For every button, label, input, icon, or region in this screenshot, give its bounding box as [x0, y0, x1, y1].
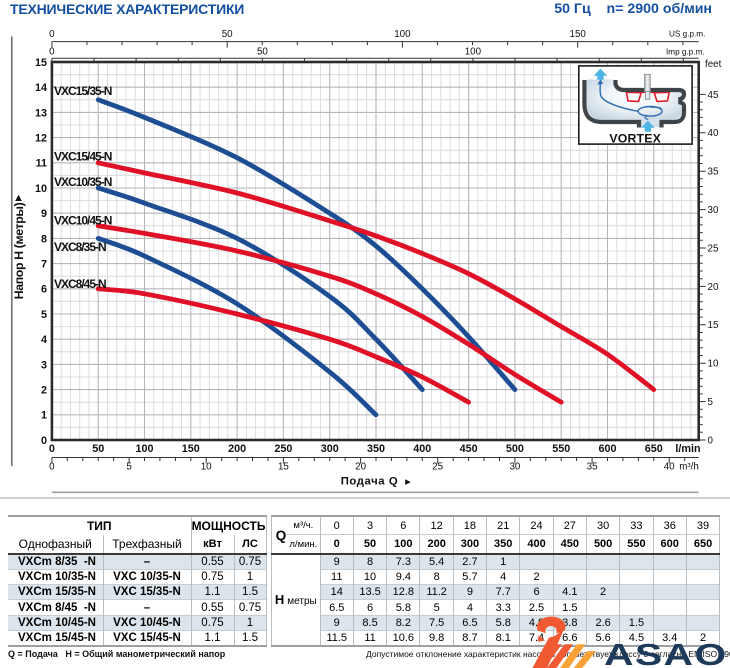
svg-text:2: 2: [41, 385, 47, 397]
svg-text:5: 5: [41, 309, 47, 321]
svg-text:35: 35: [708, 167, 719, 178]
svg-text:US g.p.m.: US g.p.m.: [669, 30, 705, 39]
svg-text:Подача Q: Подача Q: [341, 476, 399, 488]
svg-text:13: 13: [35, 107, 47, 119]
svg-text:4: 4: [41, 334, 47, 346]
svg-text:600: 600: [598, 443, 616, 455]
svg-text:0: 0: [49, 443, 55, 455]
svg-text:200: 200: [228, 443, 246, 455]
svg-text:20: 20: [708, 282, 719, 293]
svg-text:25: 25: [432, 461, 443, 472]
svg-text:15: 15: [35, 57, 47, 69]
svg-text:VXC8/35-N: VXC8/35-N: [54, 240, 106, 254]
svg-text:450: 450: [460, 443, 478, 455]
svg-text:100: 100: [394, 29, 411, 40]
svg-text:7: 7: [41, 259, 47, 271]
svg-text:650: 650: [645, 443, 663, 455]
svg-text:feet: feet: [705, 59, 722, 70]
svg-text:30: 30: [708, 205, 719, 216]
svg-text:10: 10: [201, 461, 212, 472]
svg-text:5: 5: [126, 461, 132, 472]
svg-text:l/min: l/min: [675, 443, 700, 455]
svg-text:VORTEX: VORTEX: [609, 131, 661, 145]
svg-text:3: 3: [41, 359, 47, 371]
svg-text:40: 40: [664, 461, 675, 472]
svg-text:150: 150: [570, 29, 587, 40]
svg-text:Напор H (метры): Напор H (метры): [12, 202, 26, 299]
svg-text:11: 11: [36, 158, 47, 170]
svg-text:VXC10/35-N: VXC10/35-N: [54, 175, 112, 189]
svg-text:50: 50: [222, 29, 233, 40]
svg-text:5: 5: [708, 397, 714, 408]
svg-text:300: 300: [321, 443, 339, 455]
svg-text:30: 30: [509, 461, 520, 472]
svg-text:35: 35: [587, 461, 598, 472]
svg-text:VXC15/45-N: VXC15/45-N: [54, 149, 112, 163]
svg-text:500: 500: [506, 443, 524, 455]
svg-text:m³/h: m³/h: [679, 461, 699, 472]
svg-text:25: 25: [708, 243, 719, 254]
svg-text:150: 150: [182, 443, 200, 455]
svg-text:550: 550: [552, 443, 570, 455]
svg-text:45: 45: [708, 90, 719, 101]
svg-text:8: 8: [41, 233, 47, 245]
svg-text:6: 6: [41, 284, 47, 296]
svg-text:9: 9: [41, 208, 47, 220]
svg-text:15: 15: [708, 320, 719, 331]
svg-text:0: 0: [49, 461, 55, 472]
svg-text:14: 14: [35, 82, 47, 94]
svg-text:50: 50: [257, 47, 268, 58]
svg-text:10: 10: [708, 359, 719, 370]
svg-text:10: 10: [35, 183, 47, 195]
svg-text:400: 400: [413, 443, 431, 455]
svg-text:15: 15: [278, 461, 289, 472]
svg-text:250: 250: [274, 443, 292, 455]
svg-text:50: 50: [92, 443, 104, 455]
svg-text:12: 12: [35, 133, 47, 145]
svg-text:0: 0: [49, 47, 55, 58]
svg-text:0: 0: [41, 435, 47, 447]
svg-text:350: 350: [367, 443, 385, 455]
svg-text:1: 1: [41, 410, 47, 422]
svg-text:40: 40: [708, 128, 719, 139]
svg-text:0: 0: [708, 435, 714, 446]
svg-text:0: 0: [49, 29, 55, 40]
svg-text:100: 100: [465, 47, 482, 58]
svg-text:ASAO: ASAO: [604, 637, 728, 668]
svg-text:Imp g.p.m.: Imp g.p.m.: [666, 47, 705, 56]
svg-text:100: 100: [135, 443, 153, 455]
svg-text:VXC10/45-N: VXC10/45-N: [54, 214, 112, 228]
svg-text:20: 20: [355, 461, 366, 472]
svg-text:VXC15/35-N: VXC15/35-N: [54, 84, 112, 98]
svg-text:VXC8/45-N: VXC8/45-N: [54, 277, 106, 291]
